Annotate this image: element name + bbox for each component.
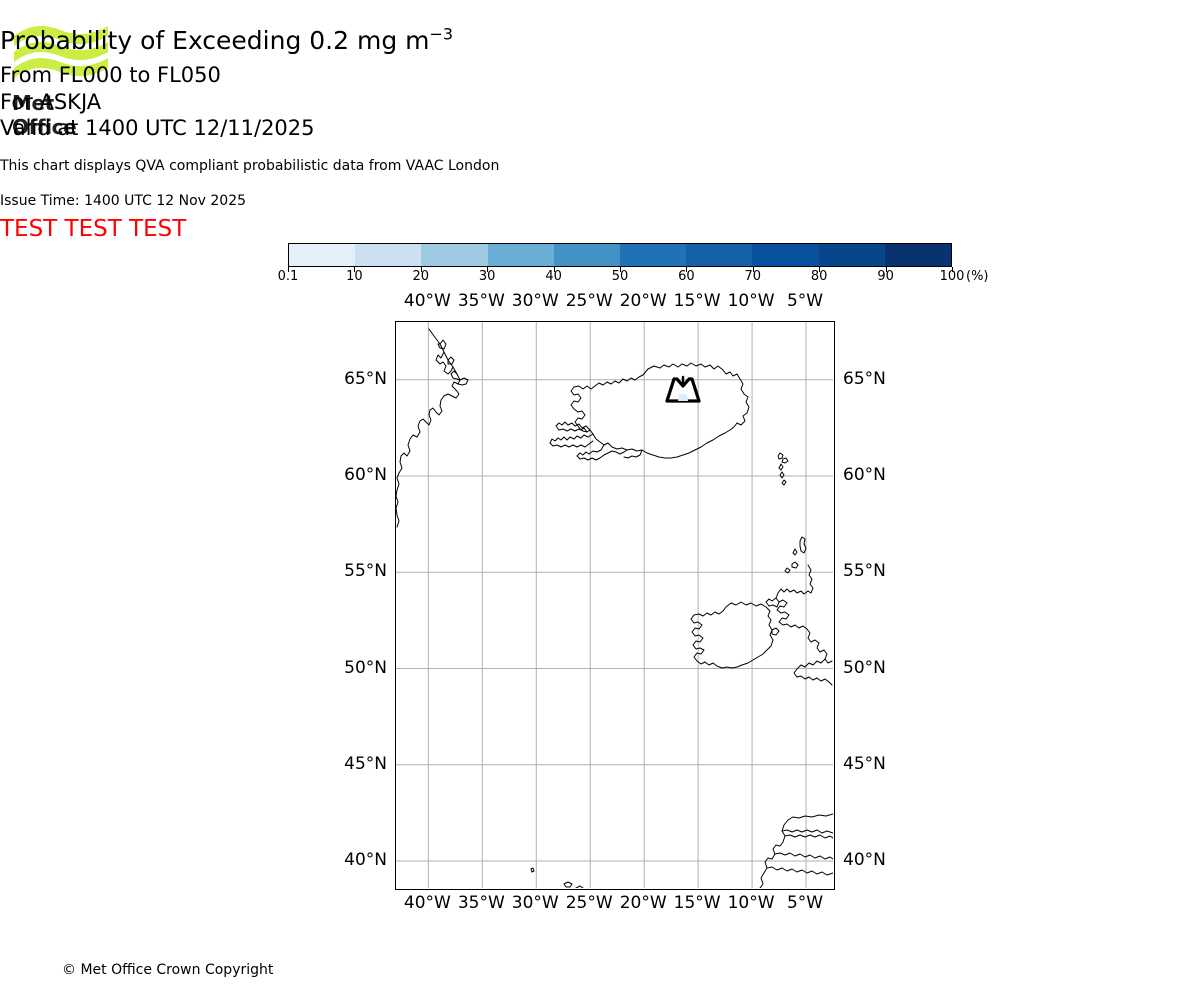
volcano-marker-askja bbox=[665, 375, 701, 403]
subtitle-volcano: For ASKJA bbox=[0, 90, 102, 114]
lon-tick-label-bottom-7: 5°W bbox=[786, 893, 824, 913]
colorbar-gradient bbox=[288, 243, 952, 267]
colorbar-tick-9 bbox=[885, 267, 887, 272]
lon-tick-label-top-1: 35°W bbox=[457, 291, 505, 311]
colorbar-tick-2 bbox=[420, 267, 422, 272]
test-banner: TEST TEST TEST bbox=[0, 216, 187, 242]
colorbar-segment-8 bbox=[818, 244, 885, 266]
colorbar-tick-0 bbox=[288, 267, 289, 272]
lon-tick-label-bottom-6: 10°W bbox=[727, 893, 775, 913]
colorbar-tick-6 bbox=[686, 267, 688, 272]
lat-tick-label-left-5: 65°N bbox=[344, 368, 387, 389]
colorbar-tick-label-2: 20 bbox=[412, 269, 430, 284]
page-title-exponent: −3 bbox=[429, 24, 454, 44]
subtitle-flight-levels: From FL000 to FL050 bbox=[0, 63, 221, 87]
colorbar-unit-label: (%) bbox=[966, 269, 989, 284]
colorbar-tick-8 bbox=[819, 267, 821, 272]
colorbar-tick-label-10: 100 bbox=[939, 269, 965, 284]
page-title: Probability of Exceeding 0.2 mg m−3 bbox=[0, 26, 1200, 56]
page-title-text: Probability of Exceeding 0.2 mg m bbox=[0, 26, 430, 55]
lat-tick-label-right-0: 40°N bbox=[843, 850, 886, 871]
colorbar-tick-label-5: 50 bbox=[611, 269, 629, 284]
colorbar-segment-0 bbox=[289, 244, 356, 266]
lat-tick-label-right-3: 55°N bbox=[843, 561, 886, 582]
lon-tick-label-bottom-5: 15°W bbox=[673, 893, 721, 913]
lat-tick-label-left-4: 60°N bbox=[344, 465, 387, 485]
colorbar-tick-label-7: 70 bbox=[744, 269, 762, 284]
colorbar-tick-label-6: 60 bbox=[678, 269, 695, 284]
lat-tick-label-right-4: 60°N bbox=[843, 465, 886, 485]
lon-tick-label-top-4: 20°W bbox=[619, 291, 667, 311]
lat-tick-label-left-0: 40°N bbox=[344, 850, 387, 871]
subtitle-valid-time: Valid at 1400 UTC 12/11/2025 bbox=[0, 116, 315, 140]
colorbar-tick-label-9: 90 bbox=[877, 269, 894, 284]
colorbar-tick-5 bbox=[620, 267, 621, 272]
lat-tick-label-right-2: 50°N bbox=[843, 657, 886, 678]
colorbar-tick-label-1: 10 bbox=[346, 269, 363, 284]
copyright-notice: © Met Office Crown Copyright bbox=[62, 962, 274, 978]
colorbar-segment-6 bbox=[686, 244, 753, 266]
colorbar-tick-3 bbox=[487, 267, 489, 272]
map-coastlines bbox=[396, 328, 833, 888]
met-office-logo: Met Office bbox=[12, 22, 122, 139]
met-office-logo-text: Met Office bbox=[12, 91, 77, 139]
lat-tick-label-left-1: 45°N bbox=[344, 753, 387, 774]
colorbar-tick-label-0: 0.1 bbox=[277, 269, 299, 284]
lon-tick-label-top-0: 40°W bbox=[403, 291, 451, 311]
lon-tick-label-bottom-1: 35°W bbox=[457, 893, 505, 913]
colorbar-segment-4 bbox=[553, 244, 621, 266]
colorbar-segment-1 bbox=[355, 244, 422, 266]
lon-tick-label-top-7: 5°W bbox=[786, 291, 824, 311]
lat-tick-label-right-1: 45°N bbox=[843, 753, 886, 774]
lat-tick-label-left-2: 50°N bbox=[344, 657, 387, 678]
lon-tick-label-top-3: 25°W bbox=[565, 291, 613, 311]
map-gridlines bbox=[396, 322, 833, 888]
lon-tick-label-bottom-3: 25°W bbox=[565, 893, 613, 913]
colorbar-segment-9 bbox=[884, 244, 952, 266]
qva-note: This chart displays QVA compliant probab… bbox=[0, 158, 500, 174]
met-office-wave-icon bbox=[14, 26, 108, 78]
map-canvas bbox=[396, 322, 833, 888]
lon-tick-label-bottom-4: 20°W bbox=[619, 893, 667, 913]
lat-tick-label-left-3: 55°N bbox=[344, 561, 387, 582]
lon-tick-label-top-5: 15°W bbox=[673, 291, 721, 311]
colorbar-tick-label-3: 30 bbox=[478, 269, 496, 284]
colorbar-tick-label-4: 40 bbox=[545, 269, 562, 284]
colorbar-tick-7 bbox=[752, 267, 754, 272]
issue-time-label: Issue Time: 1400 UTC 12 Nov 2025 bbox=[0, 193, 247, 209]
colorbar bbox=[288, 243, 953, 272]
lat-tick-label-right-5: 65°N bbox=[843, 368, 886, 389]
colorbar-tick-label-8: 80 bbox=[810, 269, 828, 284]
colorbar-tick-10 bbox=[952, 267, 953, 272]
colorbar-segment-5 bbox=[620, 244, 687, 266]
colorbar-segment-3 bbox=[487, 244, 554, 266]
lon-tick-label-top-6: 10°W bbox=[727, 291, 775, 311]
colorbar-tick-1 bbox=[354, 267, 356, 272]
lon-tick-label-top-2: 30°W bbox=[511, 291, 559, 311]
colorbar-tick-4 bbox=[553, 267, 555, 272]
colorbar-segment-2 bbox=[421, 244, 488, 266]
lon-tick-label-bottom-0: 40°W bbox=[403, 893, 451, 913]
colorbar-segment-7 bbox=[752, 244, 819, 266]
lon-tick-label-bottom-2: 30°W bbox=[511, 893, 559, 913]
map-plot-area bbox=[395, 321, 835, 890]
